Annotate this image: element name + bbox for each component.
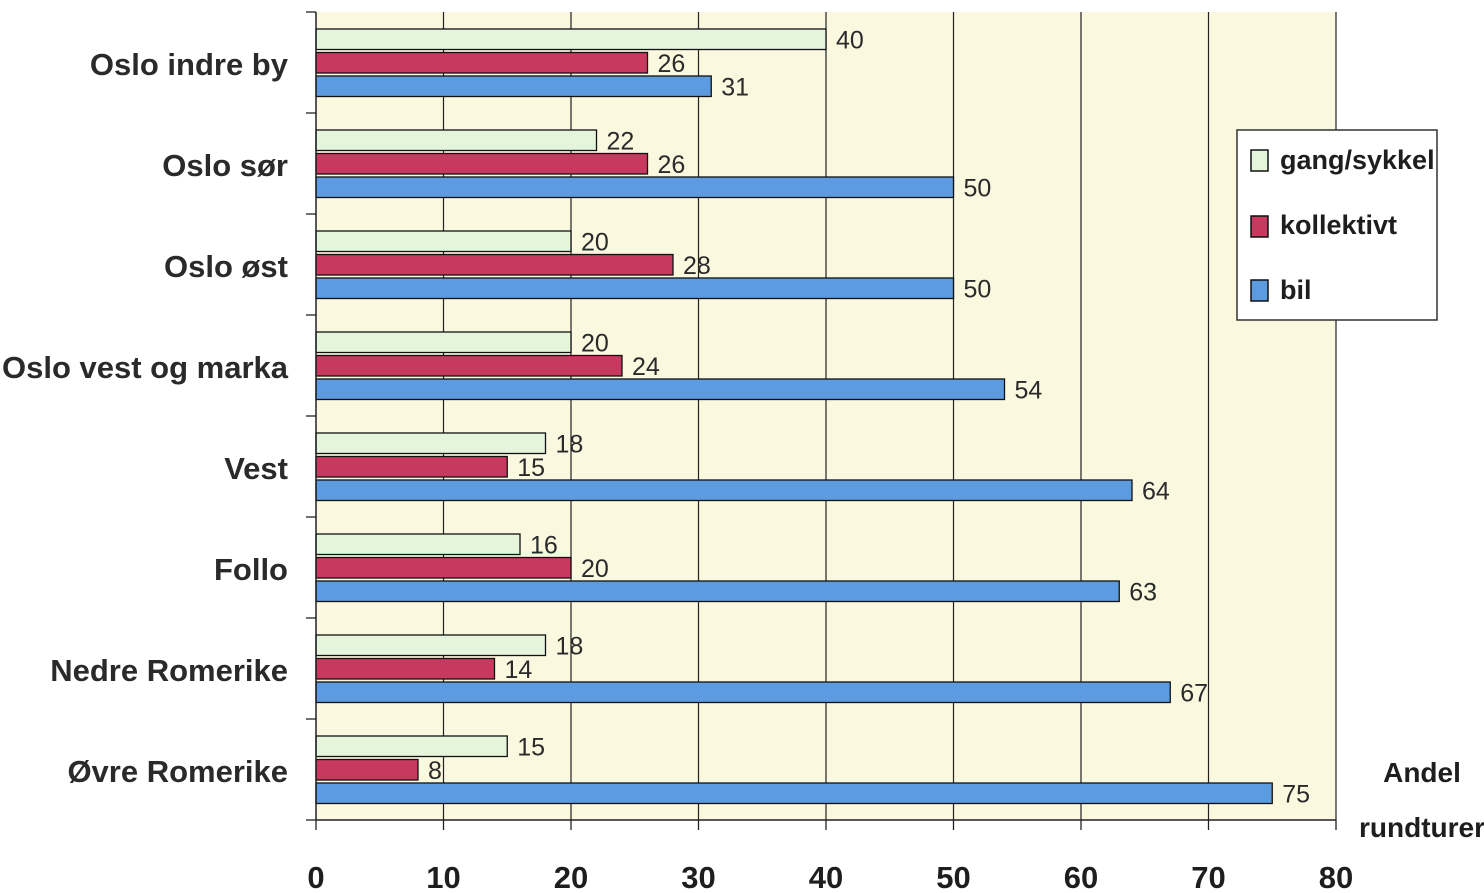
category-label-oslo-indre-by: Oslo indre by: [90, 47, 289, 82]
x-tick-label-10: 10: [426, 860, 460, 893]
data-label-oslo-vest-og-marka-bil: 54: [1015, 376, 1043, 404]
data-label-oslo-indre-by-gang-sykkel: 40: [836, 26, 864, 54]
x-tick-label-20: 20: [554, 860, 588, 893]
legend-label-bil: bil: [1280, 275, 1312, 305]
category-label-follo: Follo: [214, 552, 288, 587]
category-label-oslo-st: Oslo øst: [164, 249, 288, 284]
x-tick-label-40: 40: [809, 860, 843, 893]
x-tick-label-30: 30: [681, 860, 715, 893]
bar-oslo-indre-by-gang-sykkel: [315, 28, 827, 51]
bar-follo-gang-sykkel: [315, 533, 521, 556]
legend-label-kollektivt: kollektivt: [1280, 210, 1397, 240]
data-label-oslo-s-r-bil: 50: [964, 174, 992, 202]
category-label-vest: Vest: [224, 451, 288, 486]
bar-oslo-st-gang-sykkel: [315, 230, 572, 253]
legend-box: [1236, 129, 1438, 321]
bar-oslo-vest-og-marka-bil: [315, 378, 1006, 401]
x-tick-label-50: 50: [936, 860, 970, 893]
data-label-oslo-vest-og-marka-kollektivt: 24: [632, 353, 660, 381]
data-label-nedre-romerike-bil: 67: [1180, 679, 1208, 707]
bar-oslo-indre-by-kollektivt: [315, 51, 649, 74]
bar-follo-kollektivt: [315, 556, 572, 579]
data-label-vest-gang-sykkel: 18: [556, 430, 584, 458]
bar-oslo-indre-by-bil: [315, 75, 712, 98]
bar-oslo-st-kollektivt: [315, 253, 674, 276]
data-label-oslo-st-bil: 50: [964, 275, 992, 303]
tick-labels: 0 10 20 30 40 50 60 70 80: [307, 860, 1353, 893]
data-label-nedre-romerike-kollektivt: 14: [505, 656, 533, 684]
data-label-oslo-s-r-gang-sykkel: 22: [607, 127, 635, 155]
data-label-oslo-vest-og-marka-gang-sykkel: 20: [581, 329, 609, 357]
bar-vest-gang-sykkel: [315, 432, 547, 455]
bar-oslo-vest-og-marka-kollektivt: [315, 354, 623, 377]
bars: [315, 28, 1273, 805]
bar-oslo-vest-og-marka-gang-sykkel: [315, 331, 572, 354]
data-label-nedre-romerike-gang-sykkel: 18: [556, 632, 584, 660]
data-label-follo-gang-sykkel: 16: [530, 531, 558, 559]
legend: gang/sykkel kollektivt bil: [1236, 129, 1438, 321]
data-label-vre-romerike-gang-sykkel: 15: [517, 733, 545, 761]
bar-nedre-romerike-bil: [315, 681, 1171, 704]
data-label-vre-romerike-kollektivt: 8: [428, 757, 442, 785]
data-label-oslo-st-gang-sykkel: 20: [581, 228, 609, 256]
bar-vre-romerike-kollektivt: [315, 758, 419, 781]
bar-oslo-st-bil: [315, 277, 955, 300]
data-label-vre-romerike-bil: 75: [1282, 780, 1310, 808]
data-label-follo-kollektivt: 20: [581, 555, 609, 583]
bar-vest-kollektivt: [315, 455, 508, 478]
data-label-vest-kollektivt: 15: [517, 454, 545, 482]
data-label-vest-bil: 64: [1142, 477, 1170, 505]
bar-follo-bil: [315, 580, 1120, 603]
data-label-follo-bil: 63: [1129, 578, 1157, 606]
category-label-nedre-romerike: Nedre Romerike: [50, 653, 288, 688]
bar-vre-romerike-gang-sykkel: [315, 735, 508, 758]
legend-swatch-kollektivt: [1250, 215, 1269, 238]
category-label-oslo-s-r: Oslo sør: [162, 148, 288, 183]
bar-oslo-s-r-kollektivt: [315, 152, 649, 175]
data-label-oslo-s-r-kollektivt: 26: [658, 151, 686, 179]
category-labels: Oslo indre by Oslo sør Oslo øst Oslo vest o…: [2, 47, 289, 789]
bar-oslo-s-r-gang-sykkel: [315, 129, 598, 152]
legend-swatch-gang-sykkel: [1250, 149, 1269, 172]
bar-vest-bil: [315, 479, 1133, 502]
bar-nedre-romerike-gang-sykkel: [315, 634, 547, 657]
x-tick-label-70: 70: [1191, 860, 1225, 893]
data-label-oslo-indre-by-kollektivt: 26: [658, 50, 686, 78]
x-axis-label-line2: rundturer: [1359, 812, 1484, 843]
category-label-vre-romerike: Øvre Romerike: [67, 754, 288, 789]
x-tick-label-60: 60: [1064, 860, 1098, 893]
legend-swatch-bil: [1250, 279, 1269, 302]
category-label-oslo-vest-og-marka: Oslo vest og marka: [2, 350, 289, 385]
axes: [306, 11, 1337, 830]
bar-oslo-s-r-bil: [315, 176, 955, 199]
x-axis-label-line1: Andel: [1383, 757, 1461, 788]
x-tick-label-0: 0: [307, 860, 324, 893]
bar-nedre-romerike-kollektivt: [315, 657, 496, 680]
data-label-oslo-st-kollektivt: 28: [683, 252, 711, 280]
legend-label-gang-sykkel: gang/sykkel: [1280, 145, 1435, 175]
bar-vre-romerike-bil: [315, 782, 1273, 805]
data-labels: 40 26 31 22 26 50 20 28 50 20 24 54 18 15 64 16 20 63 18 14…: [428, 26, 1310, 808]
data-label-oslo-indre-by-bil: 31: [721, 73, 749, 101]
x-tick-label-80: 80: [1319, 860, 1353, 893]
